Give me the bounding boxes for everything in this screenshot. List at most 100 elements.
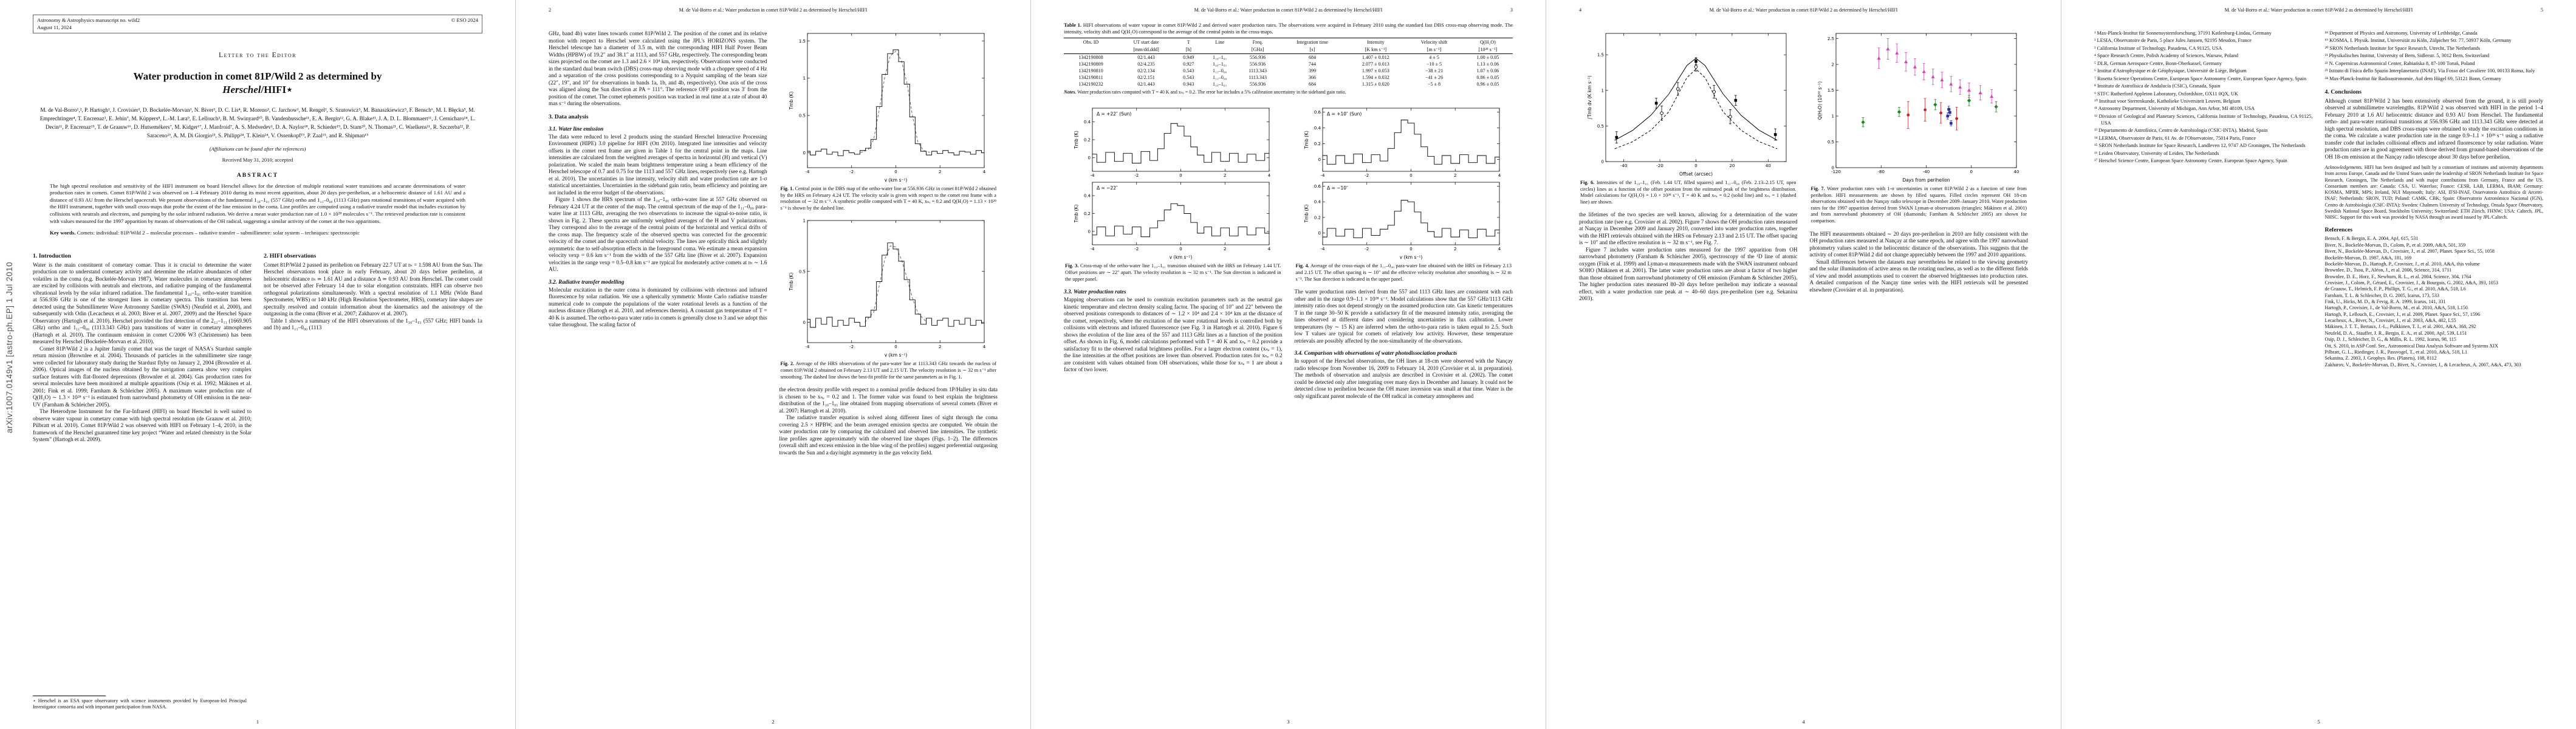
svg-text:0.4: 0.4 [1084,120,1091,125]
paragraph: Comet 81P/Wild 2 is a Jupiter family com… [33,345,252,408]
figure-3-caption: Fig. 3. Cross-map of the ortho-water lin… [1065,263,1281,282]
manuscript-header-left: Astronomy & Astrophysics manuscript no. … [37,17,140,31]
figure-4-label: Fig. 4. [1295,263,1309,269]
page-number: 5 [2317,719,2320,725]
paragraph: Table 1 shows a summary of the HIFI obse… [264,317,482,331]
table-cell-production-rate: 1.07 ± 0.06 [1476,68,1499,74]
svg-text:4: 4 [1498,247,1501,252]
svg-text:1: 1 [803,76,806,81]
figure-4: -4 -2 0 2 4 0 0.2 0.4 0.6 Δ = +10″ (Sun) Tmb (K) -… [1295,105,1513,282]
svg-text:Offset (arcsec): Offset (arcsec) [1679,171,1713,177]
affiliation-item: ¹³ Departamento de Astrofísica, Centro d… [2094,128,2268,134]
table-cell-obsid: 1342190809 [1078,61,1103,67]
svg-text:Δ = −10″: Δ = −10″ [1327,185,1348,191]
figure-4-plot-bottom: -4 -2 0 2 4 0 0.2 0.4 0.6 Δ = −10″ v (km s⁻¹) Tmb (… [1295,179,1513,261]
table-1-units-cell [1202,46,1237,55]
affiliation-list-right: ¹⁸ Department of Physics and Astronomy, … [2325,30,2544,83]
table-cell-frequency: 556.936 [1250,61,1266,67]
paragraph: the lifetimes of the two species are wel… [1579,211,1798,246]
table-row: 1342190808 02/1.443 0.949 1₁₀–1₀₁ 556.93… [1064,54,1513,61]
svg-text:-4: -4 [1090,247,1095,252]
table-1-header-cell: Obs. ID [1064,38,1118,46]
svg-text:4: 4 [1268,173,1271,178]
svg-text:Δ = +22″ (Sun): Δ = +22″ (Sun) [1097,111,1131,117]
svg-text:Q(H₂O) (10²⁸ s⁻¹): Q(H₂O) (10²⁸ s⁻¹) [1817,81,1823,120]
svg-text:0: 0 [1970,169,1973,174]
figure-6-label: Fig. 6. [1580,180,1595,185]
table-cell-line: 1₁₁–0₀₀ [1212,75,1227,81]
table-cell-line: 1₁₀–1₀₁ [1212,55,1227,61]
svg-text:20: 20 [1729,163,1735,168]
page-3-columns: -4 -2 0 2 4 0 0.2 0.4 Δ = +22″ (Sun) Tmb (K) -4 -2… [1064,105,1513,400]
abstract-text: The high spectral resolution and sensiti… [50,182,465,224]
section-heading-conclusions: 4. Conclusions [2324,88,2362,95]
table-1-header-cell: Velocity shift [1405,38,1463,46]
svg-text:0: 0 [895,344,897,349]
author-list: M. de Val-Borro¹,², P. Hartogh¹, J. Crov… [39,107,476,139]
affiliation-item: ¹¹ Astronomy Department, University of M… [2094,106,2255,112]
table-1: Obs. ID UT start date T Line Freq. Integratio… [1064,38,1513,87]
reference-item: Fink, U., Hicks, M. D., & Fevig, R. A. 1… [2324,299,2446,305]
table-1-block: Table 1. HIFI observations of water vapo… [1064,22,1513,95]
title-footnote: ⋆ Herschel is an ESA space observatory w… [33,695,247,711]
svg-text:Tmb (K): Tmb (K) [1074,131,1079,149]
table-cell-line: 1₁₀–1₀₁ [1212,61,1227,67]
figure-1-plot: -4 -2 0 2 4 0 0.5 1 1.5 v (km s⁻¹) Tmb (K) [779,30,998,183]
svg-text:-120: -120 [1831,169,1841,174]
svg-text:-4: -4 [806,344,810,349]
table-cell-date: 02/4.235 [1137,61,1155,67]
svg-text:0: 0 [803,320,806,325]
svg-text:0: 0 [1410,173,1413,178]
table-cell-production-rate: 0.96 ± 0.05 [1476,81,1499,87]
paragraph: Water is the main constituent of cometar… [33,261,252,345]
svg-text:4: 4 [983,344,986,349]
svg-text:0.4: 0.4 [1314,126,1321,131]
table-cell-integration: 366 [1308,75,1317,81]
table-row: 1342190809 02/4.235 0.927 1₁₀–1₀₁ 556.93… [1064,61,1513,67]
table-1-caption: Table 1. HIFI observations of water vapo… [1064,22,1513,35]
svg-text:0.4: 0.4 [1084,194,1091,199]
svg-text:-2: -2 [1365,173,1369,178]
svg-text:v (km s⁻¹): v (km s⁻¹) [885,177,908,183]
table-cell-integration: 399 [1308,68,1317,74]
svg-text:-2: -2 [850,344,854,349]
svg-text:-4: -4 [1321,247,1326,252]
reference-item: Biver, N., Bockelée-Morvan, D., Crovisie… [2324,248,2495,255]
svg-text:40: 40 [2014,169,2019,174]
copyright: © ESO 2024 [451,17,478,23]
table-cell-velocity: 4 ± 5 [1429,55,1439,61]
paragraph: The radiative transfer equation is solve… [779,414,998,456]
table-1-header-cell: Line [1202,38,1237,46]
table-cell-production-rate: 0.86 ± 0.05 [1476,75,1499,81]
keywords-text: Comets: individual: 81P/Wild 2 – molecul… [77,230,360,236]
figure-3-caption-text: Cross-map of the ortho-water line 1₁₀–1₀… [1065,263,1281,282]
reference-item: Hartogh, P., Crovisier, J., de Val-Borro… [2324,305,2468,311]
paragraph: the electron density profile with respec… [779,386,998,414]
affiliation-item: ³ California Institute of Technology, Pa… [2094,45,2222,51]
figure-6-plot: -40 -20 0 20 40 0 0.5 1 1.5 Offset (arcsec) ∫Tmb d… [1579,30,1798,177]
svg-text:-2: -2 [1134,247,1139,252]
figure-1: -4 -2 0 2 4 0 0.5 1 1.5 v (km s⁻¹) Tmb (K) Fig. 1.… [779,30,998,211]
svg-text:v (km s⁻¹): v (km s⁻¹) [1400,255,1423,260]
svg-text:Δ = +10″ (Sun): Δ = +10″ (Sun) [1327,111,1362,117]
subsection-heading-water-line-emission: 3.1. Water line emission [549,125,604,132]
reference-item: Brownlee, D. E., Horz, F., Newburn, R. L… [2324,273,2472,279]
figure-4-caption: Fig. 4. Average of the cross-maps of the… [1296,263,1512,282]
affiliation-item: ¹ Max-Planck-Institut für Sonnensystemfo… [2094,30,2272,36]
table-cell-date: 02/2.134 [1137,68,1155,74]
affiliation-item: ⁴ Space Research Centre, Polish Academy … [2094,53,2239,59]
reference-item: Biver, N., Bockelée-Morvan, D., Colom, P… [2324,242,2466,248]
page-5-left-column: ¹ Max-Planck-Institut für Sonnensystemfo… [2094,30,2313,368]
page-number: 2 [772,719,775,725]
affiliation-item: ¹⁹ KOSMA, I. Physik. Institut, Universit… [2324,38,2512,44]
running-title: M. de Val-Borro et al.: Water production… [679,7,868,13]
page-5-content: ¹ Max-Planck-Institut für Sonnensystemfo… [2094,21,2543,713]
table-1-head: Obs. ID UT start date T Line Freq. Integratio… [1064,38,1513,55]
table-1-units-cell: [K km s⁻¹] [1346,46,1406,55]
svg-text:-80: -80 [1878,169,1885,174]
figure-3-plot-top: -4 -2 0 2 4 0 0.2 0.4 Δ = +22″ (Sun) Tmb (K) [1064,105,1283,179]
page-5-right-column: ¹⁸ Department of Physics and Astronomy, … [2325,30,2544,368]
reference-item: Pilbratt, G. L., Riedinger, J. R., Passv… [2324,349,2468,355]
svg-text:∫Tmb dv (K km s⁻¹): ∫Tmb dv (K km s⁻¹) [1587,75,1592,120]
